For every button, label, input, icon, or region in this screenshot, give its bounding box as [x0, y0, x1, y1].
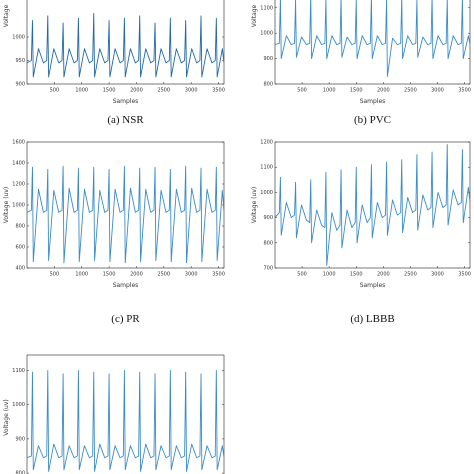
x-tick-label: 2500	[157, 88, 170, 94]
y-axis-label: Voltage (uv)	[251, 187, 258, 223]
y-tick-label: 800	[15, 224, 25, 230]
y-tick-label: 800	[15, 471, 25, 474]
x-tick-label: 2000	[130, 88, 143, 94]
ecg-line	[27, 13, 224, 78]
x-axis-label: Samples	[360, 98, 386, 105]
plot-frame	[274, 141, 471, 269]
x-tick-label: 2000	[377, 272, 390, 278]
panel: 400 600 800 1000 1200 1400 1600 500 1000 1500 2000…	[3, 140, 225, 326]
y-tick-label: 950	[15, 58, 25, 64]
x-tick-label: 3500	[458, 88, 471, 94]
x-tick-label: 500	[297, 88, 307, 94]
plot	[27, 13, 224, 78]
x-tick-label: 2500	[157, 272, 170, 278]
x-tick-label: 1000	[323, 272, 336, 278]
x-tick-label: 2500	[404, 272, 417, 278]
x-tick-label: 3000	[185, 272, 198, 278]
panel: 900 950 1000 500 1000 1500 2000 2500 3000 3500 Sam…	[3, 0, 225, 126]
y-tick-label: 1000	[260, 31, 273, 37]
ecg-line	[27, 369, 224, 472]
y-tick-label: 1200	[260, 140, 273, 146]
ecg-line	[275, 144, 470, 266]
y-axis-label: Voltage	[251, 4, 258, 27]
y-axis-label: Voltage (uv)	[3, 187, 10, 223]
y-tick-label: 800	[263, 82, 273, 88]
panel: 700 800 900 1000 1100 1200 500 1000 1500 2000 2500…	[251, 140, 471, 326]
x-tick-label: 500	[50, 272, 60, 278]
plot	[27, 165, 224, 264]
x-tick-label: 1500	[350, 272, 363, 278]
x-axis-label: Samples	[113, 98, 139, 105]
y-tick-label: 900	[263, 215, 273, 221]
y-axis-label: Voltage (uv)	[3, 399, 10, 435]
y-axis-label: Voltage	[3, 4, 10, 27]
caption: (d) LBBB	[350, 313, 394, 325]
plot	[275, 0, 470, 77]
ecg-line	[27, 165, 224, 264]
x-tick-label: 2000	[377, 88, 390, 94]
y-tick-label: 1000	[12, 402, 25, 408]
x-tick-label: 1000	[75, 272, 88, 278]
y-tick-label: 1000	[12, 203, 25, 209]
x-tick-label: 3000	[431, 272, 444, 278]
x-tick-label: 1000	[323, 88, 336, 94]
x-tick-label: 3000	[185, 88, 198, 94]
y-tick-label: 1400	[12, 161, 25, 167]
y-tick-label: 1000	[260, 190, 273, 196]
y-tick-label: 1600	[12, 140, 25, 146]
y-tick-label: 1200	[12, 182, 25, 188]
caption: (c) PR	[111, 313, 140, 325]
ecg-line	[275, 0, 470, 77]
x-tick-label: 500	[50, 88, 60, 94]
x-tick-label: 3500	[458, 272, 471, 278]
y-tick-label: 1000	[12, 35, 25, 41]
x-tick-label: 500	[297, 272, 307, 278]
x-axis-label: Samples	[360, 282, 386, 289]
x-tick-label: 2500	[404, 88, 417, 94]
x-tick-label: 1000	[75, 88, 88, 94]
panel: 800 900 1000 1100 Voltage (uv)	[3, 354, 225, 474]
caption: (b) PVC	[354, 114, 391, 126]
plot-frame	[274, 0, 471, 85]
y-tick-label: 700	[263, 266, 273, 272]
y-tick-label: 900	[263, 56, 273, 62]
y-tick-label: 900	[15, 436, 25, 442]
y-tick-label: 1100	[260, 165, 273, 171]
y-tick-label: 600	[15, 245, 25, 251]
x-tick-label: 2000	[130, 272, 143, 278]
plot	[27, 369, 224, 472]
x-tick-label: 3500	[212, 272, 225, 278]
x-tick-label: 1500	[103, 88, 116, 94]
x-tick-label: 3500	[212, 88, 225, 94]
y-tick-label: 400	[15, 266, 25, 272]
y-tick-label: 1100	[260, 5, 273, 11]
x-axis-label: Samples	[113, 282, 139, 289]
x-tick-label: 1500	[350, 88, 363, 94]
y-tick-label: 1100	[12, 368, 25, 374]
y-tick-label: 800	[263, 240, 273, 246]
panel: 800 900 1000 1100 500 1000 1500 2000 2500 3000 350…	[251, 0, 471, 126]
x-tick-label: 1500	[103, 272, 116, 278]
y-tick-label: 900	[15, 82, 25, 88]
x-tick-label: 3000	[431, 88, 444, 94]
caption: (a) NSR	[107, 114, 144, 126]
plot	[275, 144, 470, 266]
